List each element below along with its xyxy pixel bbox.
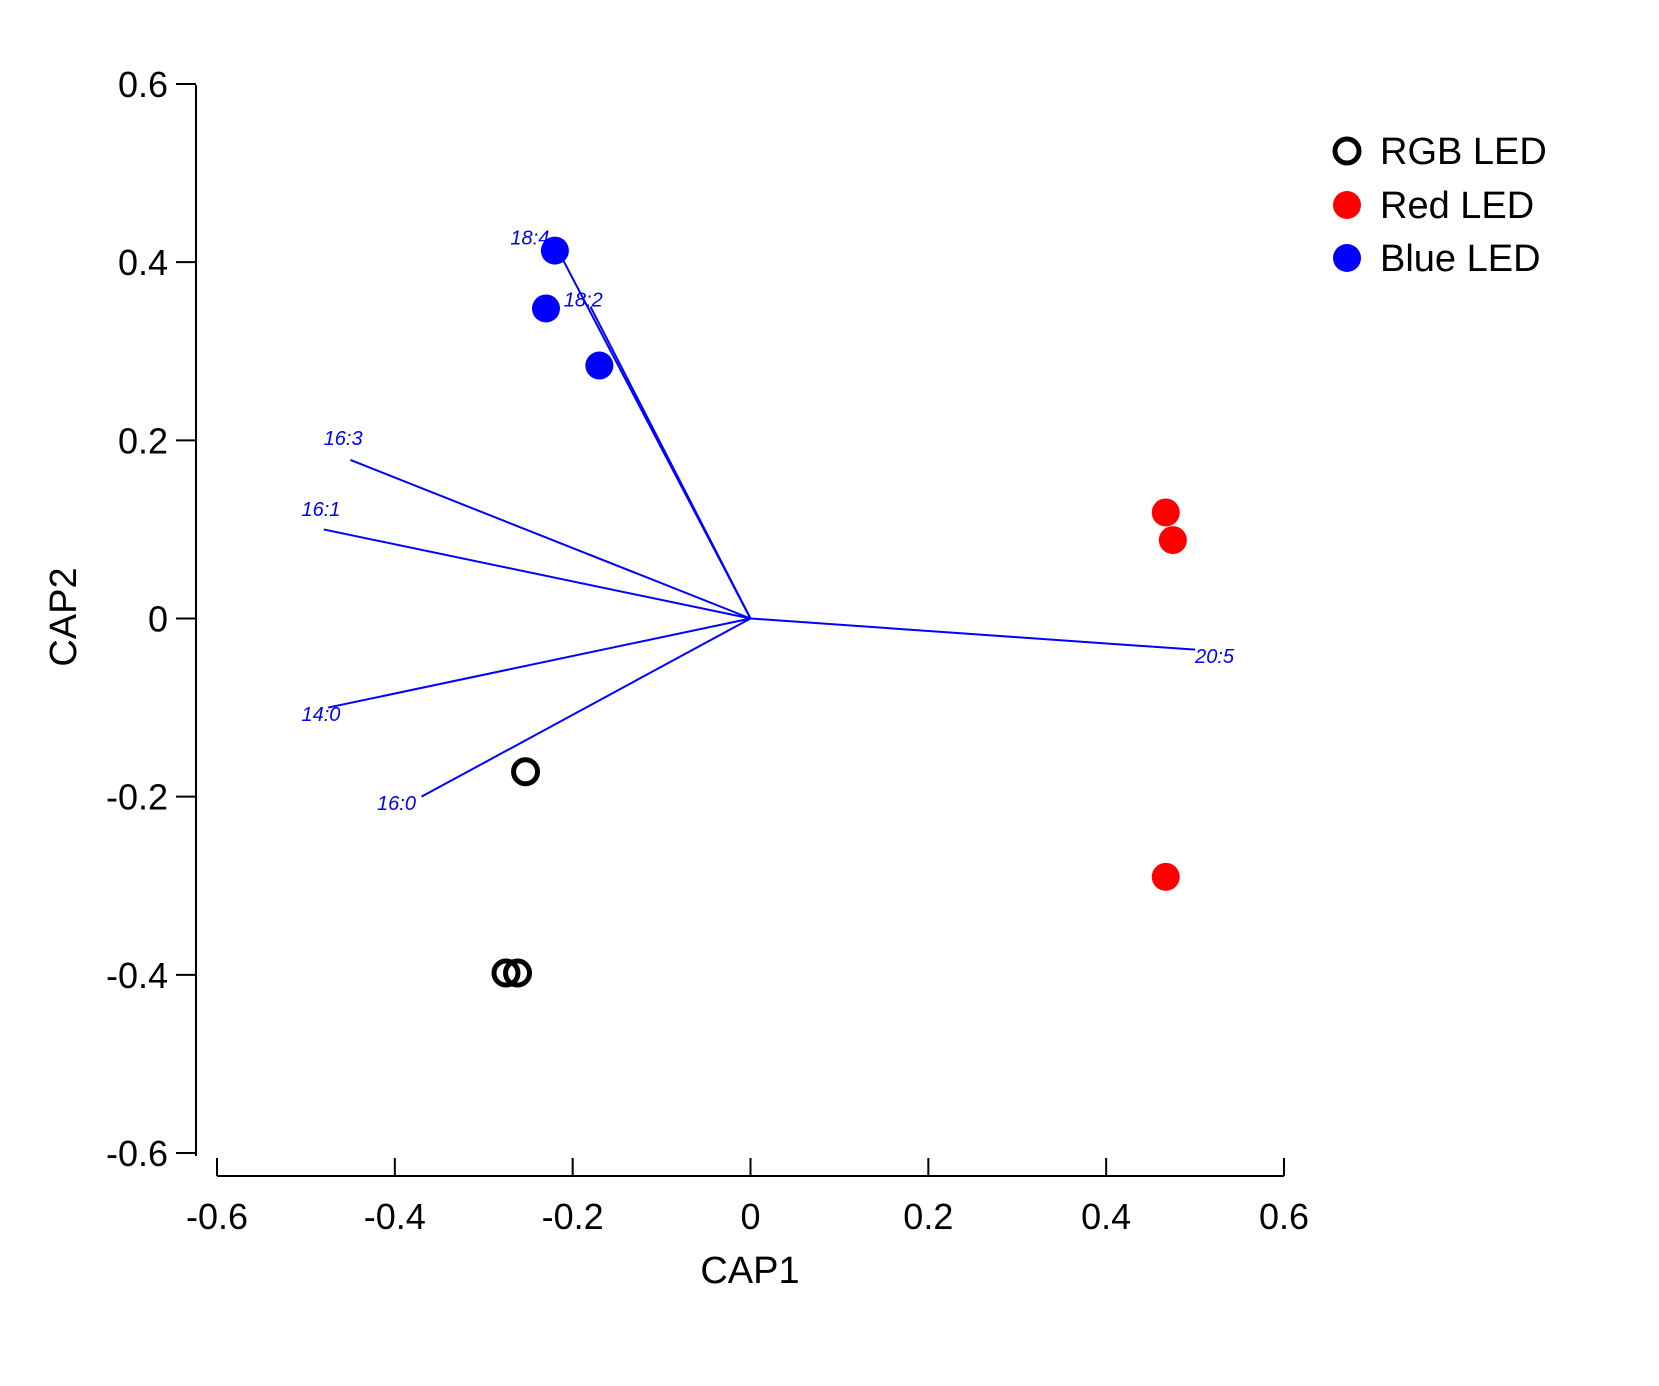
data-point-blue-led <box>540 236 569 265</box>
x-axis-title: CAP1 <box>700 1250 799 1292</box>
x-tick-label: -0.2 <box>542 1196 604 1237</box>
x-tick-label: 0.2 <box>903 1196 953 1237</box>
loading-vector-18-2 <box>589 306 752 619</box>
data-point-rgb-led <box>503 958 533 988</box>
legend-label-rgb-led: RGB LED <box>1380 131 1547 173</box>
legend-item-blue-led: Blue LED <box>1333 238 1541 280</box>
vector-label-16-0: 16:0 <box>377 793 416 815</box>
loading-vector-20-5 <box>750 617 1196 651</box>
x-tick-label: 0.6 <box>1259 1196 1309 1237</box>
data-point-rgb-led <box>491 958 521 988</box>
loading-vectors: 18:4 18:2 16:3 16:1 14:0 16:0 20:5 <box>301 227 1234 815</box>
vector-label-20-5: 20:5 <box>1194 646 1235 668</box>
y-tick-label: 0 <box>148 599 168 640</box>
vector-label-18-4: 18:4 <box>510 227 549 249</box>
loading-vector-16-1 <box>323 528 751 620</box>
loading-vector-16-3 <box>350 459 751 620</box>
legend-marker-rgb-led <box>1332 136 1362 166</box>
y-tick-label: -0.2 <box>106 777 168 818</box>
loading-vector-14-0 <box>327 617 751 709</box>
y-tick-label: -0.4 <box>106 955 168 996</box>
legend-label-blue-led: Blue LED <box>1380 238 1541 280</box>
legend: RGB LED Red LED Blue LED <box>1332 131 1547 280</box>
x-ticks: -0.6 -0.4 -0.2 0 0.2 0.4 0.6 <box>186 1158 1309 1237</box>
legend-item-red-led: Red LED <box>1333 185 1534 227</box>
y-tick-label: 0.6 <box>118 64 168 105</box>
vector-label-16-3: 16:3 <box>324 428 363 450</box>
axes <box>195 85 1284 1177</box>
vector-label-16-1: 16:1 <box>301 499 340 521</box>
legend-marker-blue-led <box>1333 244 1361 272</box>
data-point-rgb-led <box>511 757 541 787</box>
data-point-red-led <box>1151 862 1180 891</box>
y-axis-title: CAP2 <box>43 567 85 666</box>
x-tick-label: -0.6 <box>186 1196 248 1237</box>
legend-item-rgb-led: RGB LED <box>1332 131 1547 173</box>
loading-vector-16-0 <box>421 617 751 798</box>
x-tick-label: -0.4 <box>364 1196 426 1237</box>
data-points <box>491 236 1187 988</box>
y-ticks: -0.6 -0.4 -0.2 0 0.2 0.4 0.6 <box>106 64 196 1174</box>
y-tick-label: 0.4 <box>118 242 168 283</box>
x-tick-label: 0.4 <box>1081 1196 1131 1237</box>
data-point-blue-led <box>531 294 560 323</box>
data-point-red-led <box>1158 526 1187 555</box>
legend-marker-red-led <box>1333 191 1361 219</box>
legend-label-red-led: Red LED <box>1380 185 1534 227</box>
x-tick-label: 0 <box>740 1196 760 1237</box>
y-tick-label: 0.2 <box>118 420 168 461</box>
data-point-blue-led <box>585 351 614 380</box>
vector-label-18-2: 18:2 <box>564 290 603 312</box>
y-tick-label: -0.6 <box>106 1133 168 1174</box>
data-point-red-led <box>1151 498 1180 527</box>
vector-label-14-0: 14:0 <box>301 704 340 726</box>
